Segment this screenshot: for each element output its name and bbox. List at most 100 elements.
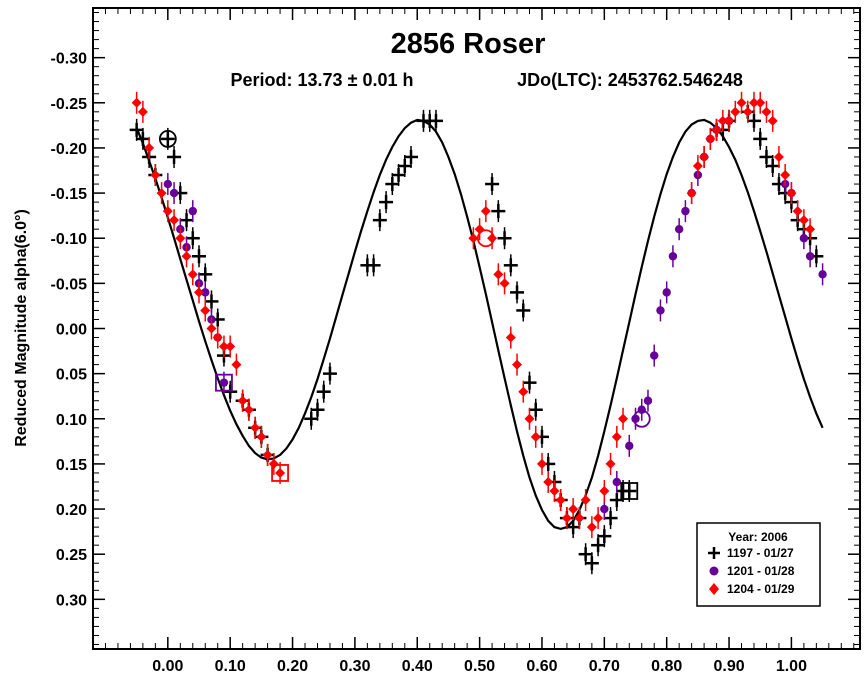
legend-entry: 1201 - 01/28 (709, 564, 795, 578)
data-point-diamond (736, 91, 747, 114)
data-point-diamond (555, 489, 566, 512)
data-point-diamond (586, 516, 597, 539)
chart-title: 2856 Roser (391, 28, 546, 60)
data-point-diamond (200, 299, 211, 322)
data-point-diamond (611, 425, 622, 448)
x-tick-label: 0.80 (651, 658, 682, 675)
data-point-diamond (250, 416, 261, 439)
data-point-diamond (798, 209, 809, 232)
data-point-diamond (755, 91, 766, 114)
data-point-plus (385, 173, 400, 196)
y-tick-label: -0.30 (51, 51, 88, 68)
data-point-diamond (767, 109, 778, 132)
data-point-circle (650, 344, 659, 367)
data-point-plus (179, 209, 194, 232)
x-tick-label: 0.10 (215, 658, 246, 675)
x-axis: 0.00 0.10 0.20 0.30 0.40 0.50 0.60 0.70 0.80 0.90… (104, 8, 855, 675)
data-point-diamond (692, 154, 703, 177)
legend-label: 1201 - 01/28 (727, 564, 795, 578)
highlight-square (215, 373, 233, 392)
data-point-plus (404, 145, 419, 168)
data-point-plus (516, 299, 531, 322)
x-tick-label: 0.40 (402, 658, 433, 675)
data-point-circle (163, 173, 173, 196)
x-tick-label: 0.00 (152, 658, 183, 675)
data-point-diamond (169, 209, 180, 232)
data-point-diamond (773, 145, 784, 168)
data-point-plus (192, 245, 207, 268)
data-point-diamond (536, 452, 547, 475)
y-axis: -0.30 -0.25 -0.20 -0.15 -0.10 -0.05 0.00 0.05 0.… (51, 12, 860, 645)
data-point-diamond (137, 100, 148, 123)
data-point-diamond (699, 145, 710, 168)
data-point-diamond (150, 164, 161, 187)
data-point-diamond (187, 263, 198, 286)
data-point-diamond (711, 118, 722, 141)
highlight-markers (158, 130, 651, 500)
data-point-plus (322, 362, 337, 385)
data-point-diamond (499, 272, 510, 295)
x-tick-label: 0.70 (589, 658, 620, 675)
legend-label: 1197 - 01/27 (727, 546, 794, 560)
data-point-diamond (206, 317, 217, 340)
data-point-diamond (742, 100, 753, 123)
highlight-square (620, 482, 639, 500)
data-point-circle (612, 470, 622, 493)
data-point-diamond (786, 182, 797, 205)
data-point-diamond (218, 335, 229, 358)
data-point-circle (169, 182, 179, 205)
highlight-circle (632, 409, 651, 428)
y-axis-label: Reduced Magnitude alpha(6.0°) (13, 209, 30, 447)
y-tick-label: 0.00 (56, 322, 87, 339)
x-tick-label: 0.30 (339, 658, 370, 675)
data-point-diamond (717, 109, 728, 132)
highlight-circle (476, 229, 495, 248)
data-point-plus (578, 543, 593, 566)
data-point-diamond (194, 281, 205, 304)
data-point-diamond (156, 182, 167, 205)
y-tick-label: -0.05 (51, 276, 88, 293)
x-tick-label: 1.00 (776, 658, 807, 675)
data-point-plus (167, 145, 182, 168)
data-point-diamond (493, 263, 504, 286)
data-point-diamond (574, 507, 585, 530)
data-point-plus (397, 154, 412, 177)
data-point-plus (304, 407, 319, 430)
data-point-plus (185, 227, 200, 250)
data-point-circle (625, 434, 634, 457)
data-point-plus (497, 227, 512, 250)
y-tick-label: -0.15 (51, 186, 88, 203)
legend-box (696, 522, 821, 607)
y-tick-label: 0.10 (56, 412, 87, 429)
data-point-diamond (505, 326, 516, 349)
data-point-diamond (605, 452, 616, 475)
data-point-diamond (480, 200, 491, 223)
data-point-diamond (792, 200, 803, 223)
data-point-plus (522, 371, 537, 394)
x-tick-label: 0.50 (464, 658, 495, 675)
highlight-circle (158, 130, 177, 148)
x-tick-label: 0.20 (277, 658, 308, 675)
data-point-circle (662, 281, 671, 304)
data-point-plus (591, 534, 606, 557)
data-point-diamond (593, 507, 604, 530)
data-point-plus (316, 380, 331, 403)
data-point-diamond (805, 218, 816, 241)
data-point-plus (372, 209, 387, 232)
data-point-circle (674, 218, 684, 241)
data-point-plus (765, 154, 780, 177)
data-point-diamond (256, 425, 267, 448)
data-point-plus (753, 127, 768, 150)
data-point-diamond (580, 489, 591, 512)
legend-entry: 1197 - 01/27 (708, 546, 794, 560)
legend-label: 1204 - 01/29 (727, 582, 795, 596)
data-point-plus (503, 254, 518, 277)
data-point-diamond (780, 164, 791, 187)
data-point-diamond (599, 480, 610, 503)
data-point-diamond (705, 127, 716, 150)
data-point-plus (584, 552, 599, 575)
y-tick-label: 0.30 (56, 592, 87, 609)
data-point-diamond (144, 136, 155, 159)
data-point-plus (510, 281, 525, 304)
